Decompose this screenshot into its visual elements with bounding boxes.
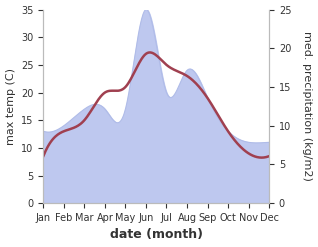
- X-axis label: date (month): date (month): [110, 228, 203, 242]
- Y-axis label: med. precipitation (kg/m2): med. precipitation (kg/m2): [302, 31, 313, 181]
- Y-axis label: max temp (C): max temp (C): [5, 68, 16, 145]
